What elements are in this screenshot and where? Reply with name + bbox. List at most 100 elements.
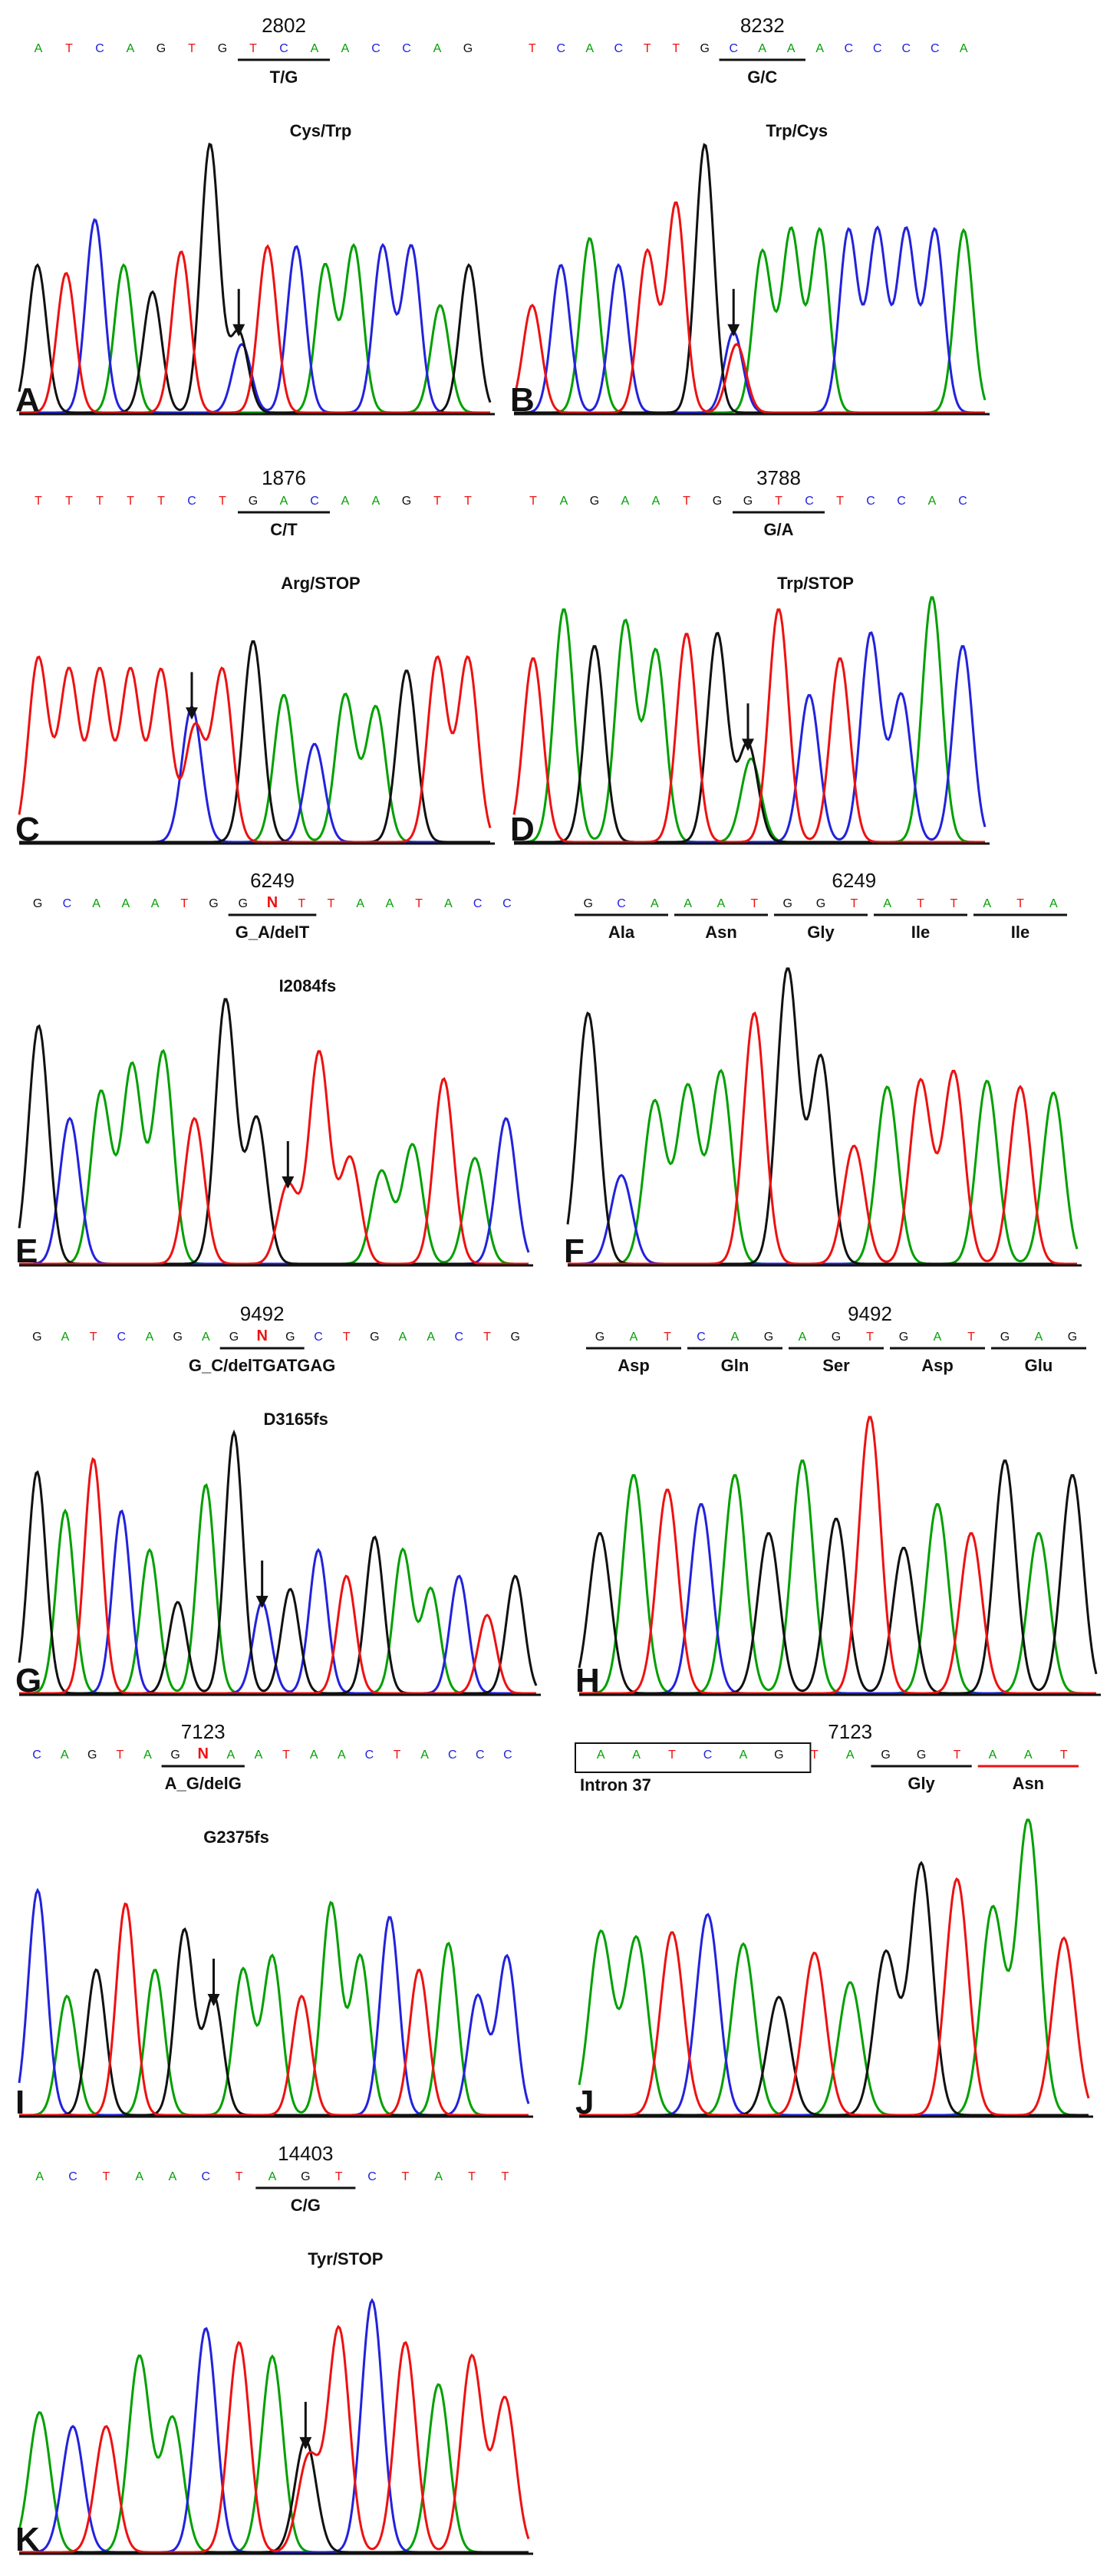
- base-letter: G: [301, 2170, 310, 2183]
- base-letter: C: [68, 2170, 77, 2183]
- base-letter: A: [621, 495, 630, 508]
- base-letter: T: [96, 495, 104, 508]
- mutation-label: G/C: [747, 67, 777, 87]
- base-letter: C: [866, 495, 875, 508]
- base-letter: T: [343, 1331, 351, 1344]
- base-letter: C: [455, 1331, 464, 1344]
- base-letter: C: [63, 897, 72, 910]
- base-letter: C: [448, 1749, 457, 1762]
- base-letter: T: [967, 1331, 975, 1344]
- base-letter: T: [1016, 897, 1024, 910]
- base-letter: A: [61, 1331, 70, 1344]
- base-letter: A: [630, 1331, 638, 1344]
- base-letter: A: [960, 42, 968, 55]
- base-letter: A: [651, 897, 659, 910]
- base-letter: N: [267, 894, 278, 911]
- panel-J: A A T C A G T A G G T A A T 7123 Gly Asn Intron 37 J: [575, 1720, 1093, 2121]
- base-letter: A: [310, 1749, 318, 1762]
- base-letter: G: [32, 1331, 41, 1344]
- base-letter: G: [590, 495, 599, 508]
- position-number: 8232: [740, 14, 785, 37]
- base-letter: A: [632, 1749, 641, 1762]
- panel-A: A T C A G T G T C A A C C A G 2802 T/G Cys/Trp A: [15, 14, 495, 419]
- mutation-label: G_C/delTGATGAG: [189, 1356, 336, 1375]
- trace-C: [579, 1913, 1089, 2117]
- trace-G: [566, 967, 1077, 1265]
- arrow-head: [727, 324, 740, 337]
- panel-E: G C A A A T G G N T T A A T A C C 6249 G_A/delT I2084fs E: [15, 869, 533, 1270]
- amino-acid-label: Asn: [705, 923, 737, 942]
- base-letter: A: [740, 1749, 748, 1762]
- base-letter: G: [463, 42, 473, 55]
- panel-letter: A: [15, 381, 40, 419]
- base-letter: T: [850, 897, 858, 910]
- base-letter: T: [127, 495, 134, 508]
- base-letter: T: [236, 2170, 243, 2183]
- base-letter: G: [1000, 1331, 1010, 1344]
- panel-I: C A G T A G N A A T A A C T A C C C 7123 A_G/delG G2375fs I: [15, 1720, 533, 2121]
- mutation-label: C/T: [270, 520, 298, 539]
- base-letter: T: [664, 1331, 671, 1344]
- base-letter: G: [832, 1331, 841, 1344]
- base-letter: G: [917, 1749, 926, 1762]
- base-letter: T: [917, 897, 924, 910]
- base-letter: T: [836, 495, 844, 508]
- base-letter: A: [61, 1749, 69, 1762]
- trace-G: [578, 1459, 1098, 1695]
- base-letter: A: [169, 2170, 177, 2183]
- arrow-head: [186, 707, 198, 720]
- base-letter: C: [873, 42, 882, 55]
- base-letter: A: [338, 1749, 346, 1762]
- amino-acid-label: Ile: [1011, 923, 1029, 942]
- base-letter: G: [249, 495, 258, 508]
- arrow-head: [255, 1595, 268, 1608]
- base-letter: A: [597, 1749, 605, 1762]
- base-letter: A: [280, 495, 288, 508]
- base-letter: A: [143, 1749, 152, 1762]
- base-letter: A: [386, 897, 394, 910]
- base-letter: G: [899, 1331, 908, 1344]
- base-letter: G: [33, 897, 42, 910]
- base-letter: T: [866, 1331, 874, 1344]
- position-number: 7123: [181, 1720, 226, 1743]
- base-letter: A: [799, 1331, 807, 1344]
- base-letter: C: [367, 2170, 377, 2183]
- amino-acid-label: Gly: [807, 923, 835, 942]
- base-letter: T: [65, 42, 73, 55]
- trace-T: [19, 1902, 529, 2117]
- arrow-head: [299, 2436, 312, 2449]
- arrow-head: [207, 1994, 220, 2007]
- base-letter: C: [805, 495, 814, 508]
- base-letter: A: [202, 1331, 210, 1344]
- base-letter: T: [501, 2170, 509, 2183]
- trace-G: [19, 640, 490, 844]
- base-letter: T: [468, 2170, 476, 2183]
- trace-T: [19, 244, 490, 414]
- trace-A: [19, 1900, 529, 2117]
- base-letter: T: [483, 1331, 491, 1344]
- amino-acid-label: Asn: [1013, 1774, 1045, 1793]
- trace-T: [512, 201, 985, 414]
- trace-T: [512, 608, 985, 844]
- position-number: 7123: [828, 1720, 872, 1743]
- position-number: 9492: [848, 1302, 892, 1325]
- amino-acid-label: Asp: [921, 1356, 954, 1375]
- base-letter: G: [209, 897, 218, 910]
- base-letter: A: [121, 897, 130, 910]
- base-letter: A: [846, 1749, 855, 1762]
- base-letter: A: [731, 1331, 740, 1344]
- amino-acid-label: Gly: [908, 1774, 935, 1793]
- base-letter: G: [370, 1331, 379, 1344]
- mutation-label: C/G: [291, 2196, 321, 2215]
- base-letter: T: [464, 495, 472, 508]
- base-letter: A: [341, 42, 350, 55]
- base-letter: T: [328, 897, 335, 910]
- effect-label: Tyr/STOP: [308, 2249, 383, 2268]
- base-letter: T: [415, 897, 423, 910]
- base-letter: A: [35, 42, 43, 55]
- trace-T: [579, 1877, 1090, 2117]
- base-letter: T: [102, 2170, 110, 2183]
- base-letter: A: [434, 2170, 443, 2183]
- base-letter: A: [127, 42, 135, 55]
- trace-G: [18, 142, 492, 414]
